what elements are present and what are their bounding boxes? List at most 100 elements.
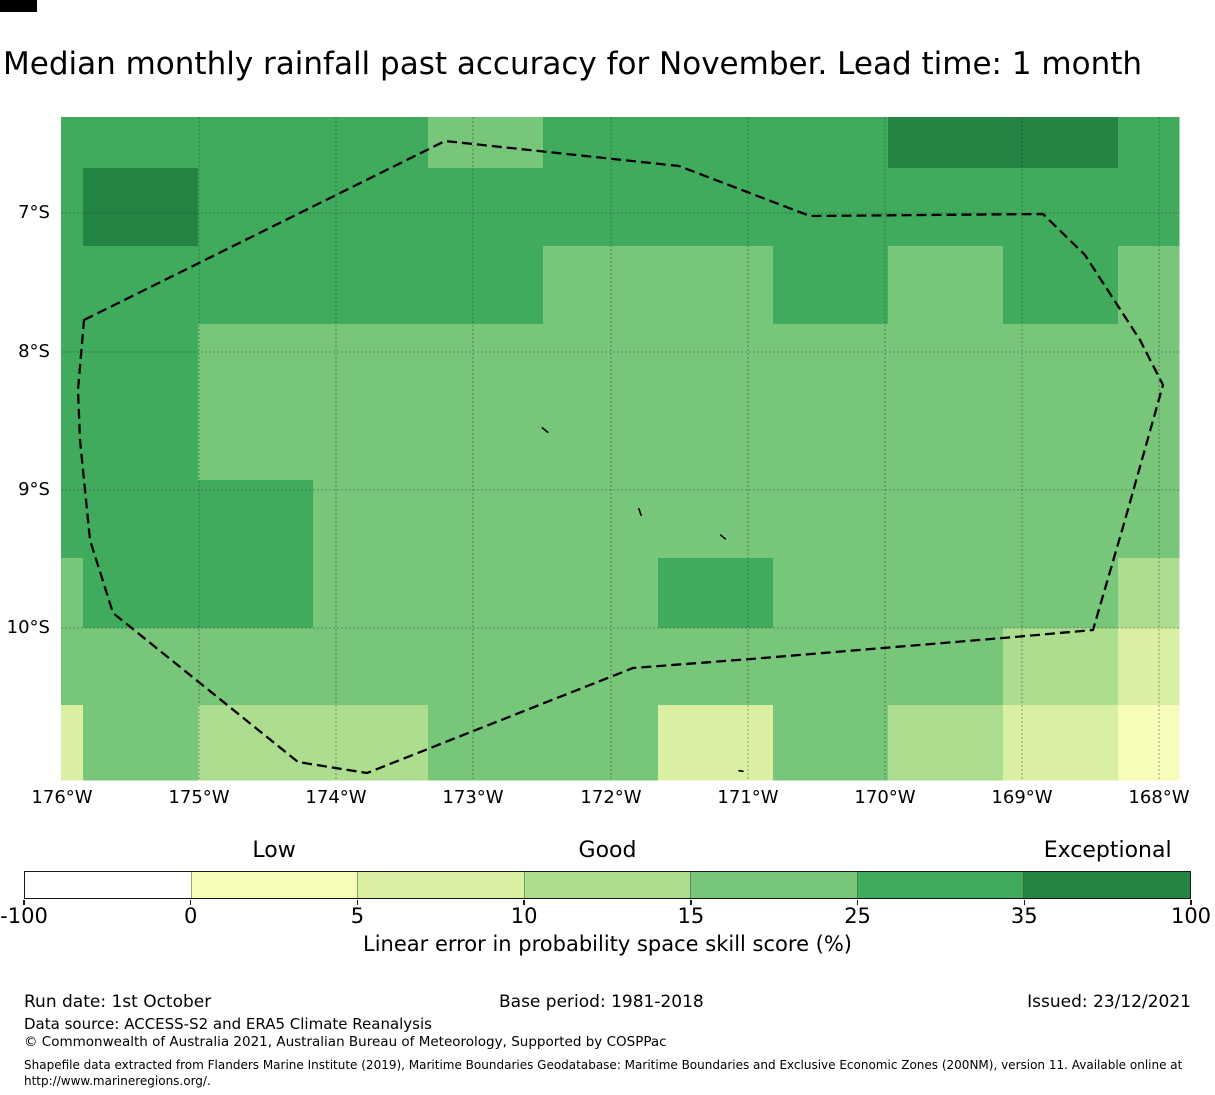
grid-cell: [773, 117, 889, 169]
grid-cell: [888, 558, 1004, 629]
grid-cell: [658, 402, 774, 481]
colorbar-tick-label: 0: [184, 904, 198, 928]
grid-cell: [61, 168, 84, 247]
grid-cell: [1118, 558, 1180, 629]
grid-cell: [773, 246, 889, 325]
grid-cell: [61, 558, 84, 629]
grid-cell: [543, 558, 659, 629]
colorbar-tick: [189, 900, 192, 905]
grid-cell: [198, 324, 314, 403]
x-tick-label: 171°W: [717, 787, 779, 808]
grid-cell: [428, 117, 544, 169]
grid-cell: [658, 117, 774, 169]
colorbar-tick-label: 5: [350, 904, 365, 928]
colorbar-caption: Linear error in probability space skill …: [363, 932, 852, 956]
grid-cell: [1118, 168, 1180, 247]
island-mark: [719, 534, 727, 540]
grid-cell: [61, 246, 84, 325]
colorbar-tick: [1023, 900, 1026, 905]
grid-cell: [61, 117, 84, 169]
grid-cell: [658, 558, 774, 629]
grid-cell: [1003, 705, 1119, 781]
grid-cell: [198, 168, 314, 247]
grid-cell: [1003, 324, 1119, 403]
corner-artifact-mark: [0, 0, 37, 12]
shapefile-note-text: Shapefile data extracted from Flanders M…: [24, 1058, 1183, 1088]
colorbar-tick-label: 10: [510, 904, 538, 928]
grid-cell: [428, 480, 544, 559]
grid-cell: [83, 117, 199, 169]
grid-cell: [543, 117, 659, 169]
grid-cell: [888, 628, 1004, 706]
colorbar-tick: [690, 900, 692, 905]
grid-cell: [1118, 705, 1180, 781]
grid-cell: [83, 558, 199, 629]
x-tick-label: 172°W: [580, 787, 642, 808]
grid-cell: [773, 480, 889, 559]
grid-cell: [543, 246, 659, 325]
grid-cell: [1003, 402, 1119, 481]
grid-cell: [1118, 480, 1180, 559]
grid-cell: [313, 324, 429, 403]
island-mark: [638, 507, 642, 517]
grid-cell: [888, 402, 1004, 481]
grid-cell: [1003, 480, 1119, 559]
grid-cell: [198, 628, 314, 706]
x-tick-label: 175°W: [168, 787, 230, 808]
grid-cell: [773, 324, 889, 403]
colorbar-segment: [190, 872, 358, 898]
x-tick-label: 174°W: [305, 787, 367, 808]
grid-cell: [61, 324, 84, 403]
grid-cell: [83, 402, 199, 481]
eez-boundary-line: [76, 139, 1165, 775]
data-source-text: Data source: ACCESS-S2 and ERA5 Climate …: [24, 1015, 432, 1033]
grid-cell: [1118, 402, 1180, 481]
grid-cell: [543, 480, 659, 559]
y-tick-label: 7°S: [18, 202, 50, 223]
grid-cell: [773, 705, 889, 781]
colorbar-segment: [357, 872, 524, 898]
grid-cell: [773, 628, 889, 706]
page-title: Median monthly rainfall past accuracy fo…: [3, 46, 1143, 82]
colorbar-segment: [523, 872, 691, 898]
grid-cell: [61, 402, 84, 481]
grid-cell: [83, 628, 199, 706]
grid-cell: [888, 117, 1004, 169]
copyright-text: © Commonwealth of Australia 2021, Austra…: [24, 1034, 667, 1050]
grid-cell: [61, 705, 84, 781]
grid-cell: [888, 246, 1004, 325]
colorbar-tick-label: -100: [0, 904, 48, 928]
footer-row: Run date: 1st October Base period: 1981-…: [24, 992, 1191, 1012]
colorbar-tick: [23, 900, 25, 905]
grid-cell: [198, 117, 314, 169]
x-tick-label: 168°W: [1128, 787, 1190, 808]
grid-cell: [658, 324, 774, 403]
grid-cell: [888, 705, 1004, 781]
grid-cell: [83, 705, 199, 781]
colorbar-category-label-exceptional: Exceptional: [1043, 838, 1172, 863]
grid-cell: [543, 402, 659, 481]
grid-cell: [658, 628, 774, 706]
x-tick-label: 170°W: [854, 787, 916, 808]
x-tick-label: 169°W: [991, 787, 1053, 808]
grid-cell: [1118, 117, 1180, 169]
grid-cell: [658, 480, 774, 559]
grid-cell: [313, 117, 429, 169]
grid-cell: [313, 705, 429, 781]
grid-cell: [313, 402, 429, 481]
y-tick-label: 10°S: [6, 617, 50, 638]
grid-cell: [888, 324, 1004, 403]
grid-cell: [658, 705, 774, 781]
grid-cell: [313, 168, 429, 247]
grid-cell: [198, 480, 314, 559]
grid-cell: [888, 480, 1004, 559]
x-tick-label: 173°W: [442, 787, 504, 808]
grid-cell: [543, 324, 659, 403]
colorbar-tick: [856, 900, 859, 905]
grid-cell: [313, 246, 429, 325]
grid-cell: [658, 246, 774, 325]
grid-cell: [888, 168, 1004, 247]
grid-cell: [428, 628, 544, 706]
grid-cell: [1003, 246, 1119, 325]
